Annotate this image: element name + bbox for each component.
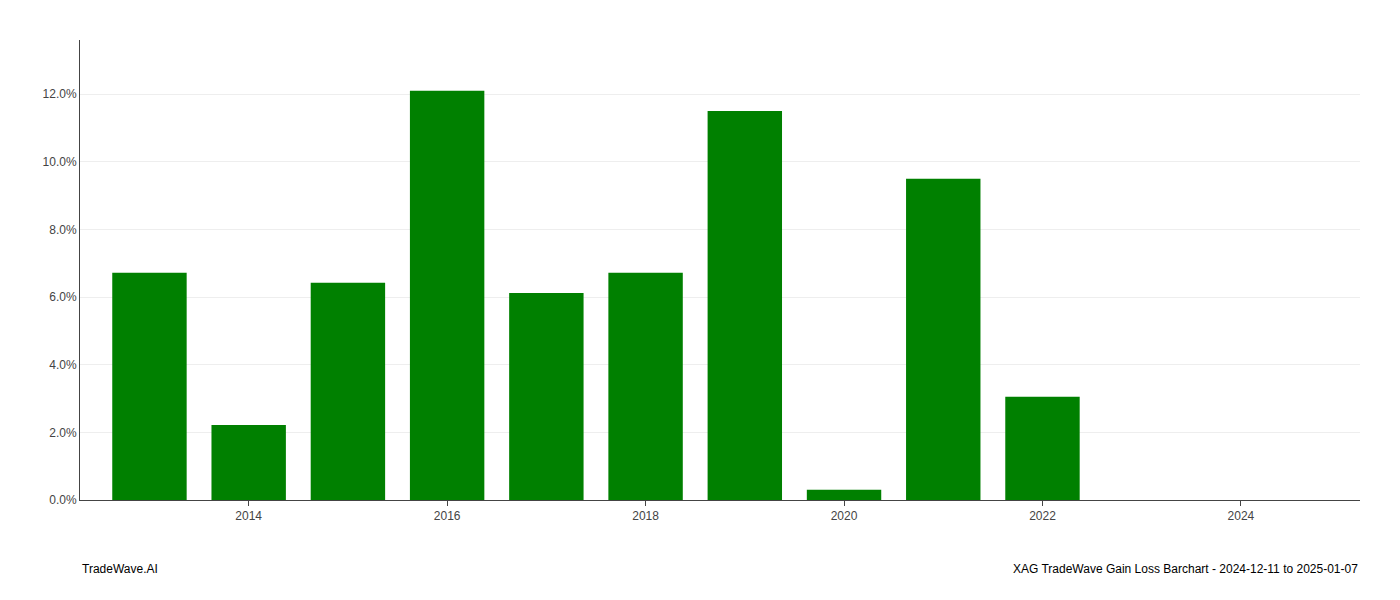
svg-text:2016: 2016 xyxy=(434,509,461,523)
svg-text:2024: 2024 xyxy=(1228,509,1255,523)
svg-text:2020: 2020 xyxy=(831,509,858,523)
svg-text:XAG TradeWave Gain Loss Barcha: XAG TradeWave Gain Loss Barchart - 2024-… xyxy=(1013,562,1358,576)
svg-text:2.0%: 2.0% xyxy=(49,426,77,440)
svg-text:0.0%: 0.0% xyxy=(49,493,77,507)
svg-text:TradeWave.AI: TradeWave.AI xyxy=(82,562,158,576)
svg-text:8.0%: 8.0% xyxy=(49,223,77,237)
svg-text:4.0%: 4.0% xyxy=(49,358,77,372)
svg-text:12.0%: 12.0% xyxy=(43,87,77,101)
svg-text:6.0%: 6.0% xyxy=(49,290,77,304)
svg-text:2018: 2018 xyxy=(632,509,659,523)
svg-text:2022: 2022 xyxy=(1029,509,1056,523)
svg-text:10.0%: 10.0% xyxy=(43,155,77,169)
svg-text:2014: 2014 xyxy=(235,509,262,523)
